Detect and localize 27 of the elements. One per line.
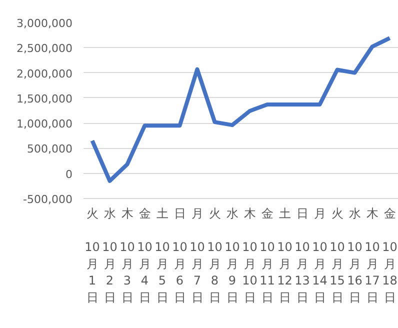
- category-label: 土 10月12日: [277, 206, 292, 304]
- y-tick-label: 1,500,000: [16, 92, 72, 106]
- category-label: 土 10月5日: [154, 206, 170, 304]
- category-label: 水 10月9日: [224, 206, 240, 304]
- category-label: 金 10月11日: [260, 206, 275, 304]
- category-label: 火 10月1日: [84, 206, 100, 304]
- category-label: 日 10月6日: [172, 206, 188, 304]
- category-label: 木 10月17日: [364, 206, 380, 304]
- category-label: 月 10月14日: [312, 206, 328, 304]
- category-label: 金 10月18日: [382, 206, 398, 304]
- category-label: 月 10月7日: [190, 206, 205, 304]
- line-series: [90, 36, 392, 183]
- y-tick-label: 1,000,000: [16, 118, 72, 131]
- category-label: 木 10月3日: [120, 206, 135, 304]
- category-label: 水 10月2日: [102, 206, 118, 304]
- category-label: 火 10月8日: [207, 206, 222, 304]
- category-label: 日 10月13日: [294, 206, 310, 304]
- y-tick-label: -500,000: [23, 193, 73, 206]
- y-tick-label: 2,500,000: [16, 42, 72, 56]
- category-label: 木 10月10日: [242, 206, 258, 304]
- y-tick-label: 2,000,000: [16, 67, 72, 80]
- y-tick-label: 500,000: [27, 142, 73, 156]
- y-tick-label: 3,000,000: [16, 17, 72, 30]
- y-tick-label: 0: [66, 168, 72, 181]
- category-label: 火 10月15日: [330, 206, 345, 304]
- category-label: 金 10月4日: [137, 206, 152, 304]
- category-label: 水 10月16日: [347, 206, 362, 304]
